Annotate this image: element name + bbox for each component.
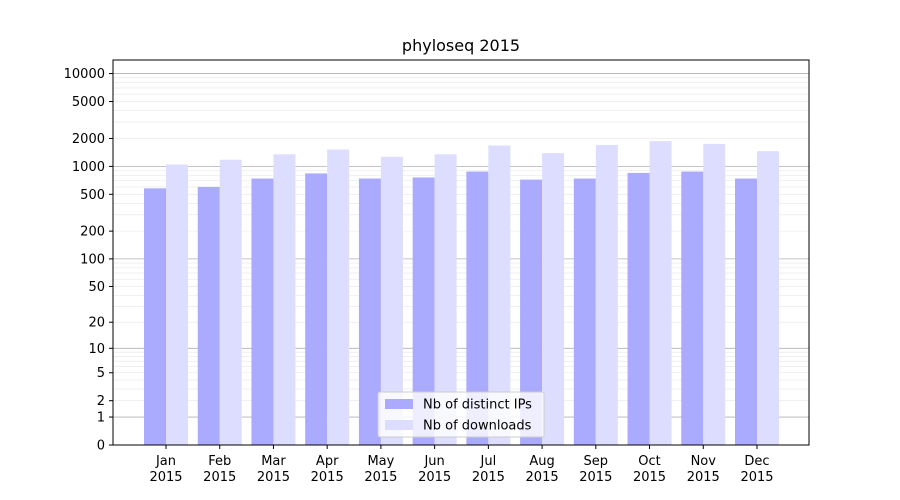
legend: Nb of distinct IPs Nb of downloads	[377, 391, 545, 438]
bar-downloads	[649, 141, 672, 445]
bars	[144, 141, 779, 446]
x-tick-label: Jul 2015	[472, 454, 505, 485]
bar-downloads	[380, 156, 403, 445]
x-tick-label: Nov 2015	[687, 454, 720, 485]
x-tick-label: Jun 2015	[418, 454, 451, 485]
bar-distinct-ips	[466, 171, 489, 445]
x-tick-label: Jan 2015	[149, 454, 182, 485]
legend-label-downloads: Nb of downloads	[423, 419, 532, 434]
bar-downloads	[757, 151, 779, 445]
bar-distinct-ips	[573, 178, 596, 445]
bar-distinct-ips	[197, 186, 220, 445]
bar-distinct-ips	[251, 178, 274, 445]
x-tick-label: Oct 2015	[633, 454, 666, 485]
x-axis: Jan 2015 Feb 2015 Mar 2015 Apr 2015 May 2015 Jun 20…	[149, 445, 774, 485]
x-tick-label: Dec 2015	[740, 454, 773, 485]
bar-distinct-ips	[144, 188, 166, 445]
bar-distinct-ips	[735, 178, 757, 445]
bar-downloads	[595, 145, 618, 445]
legend-box	[377, 391, 545, 438]
bar-distinct-ips	[681, 171, 704, 445]
y-tick-label: 20	[88, 316, 105, 331]
y-axis: 0 1 2 5 10 20 50 100 200 500 1000 2000 5000 10000	[64, 67, 113, 454]
bar-downloads	[703, 143, 726, 446]
legend-label-ips: Nb of distinct IPs	[423, 398, 532, 413]
bar-downloads	[273, 154, 296, 445]
x-tick-label: May 2015	[364, 454, 397, 485]
y-tick-label: 0	[97, 439, 105, 454]
y-tick-label: 200	[80, 225, 105, 240]
bar-distinct-ips	[358, 178, 381, 445]
y-tick-label: 5000	[72, 95, 105, 110]
y-tick-label: 100	[80, 252, 105, 267]
x-tick-label: Feb 2015	[203, 454, 236, 485]
bar-distinct-ips	[520, 179, 543, 445]
y-tick-label: 1	[97, 411, 105, 426]
x-tick-label: Sep 2015	[579, 454, 612, 485]
bar-downloads	[542, 153, 565, 445]
x-tick-label: Mar 2015	[257, 454, 290, 485]
y-tick-label: 10	[88, 342, 105, 357]
x-tick-label: Apr 2015	[311, 454, 344, 485]
bar-downloads	[434, 154, 457, 445]
bar-downloads	[219, 159, 242, 445]
y-tick-label: 2000	[72, 132, 105, 147]
plot-frame	[112, 59, 810, 446]
y-tick-label: 10000	[64, 67, 105, 82]
bar-downloads	[166, 164, 188, 445]
bar-distinct-ips	[305, 173, 328, 445]
legend-swatch-downloads	[385, 420, 413, 430]
bar-distinct-ips	[412, 177, 435, 446]
bar-downloads	[327, 149, 350, 445]
bar-downloads	[488, 145, 511, 445]
x-tick-label: Aug 2015	[526, 454, 559, 485]
y-tick-label: 5	[97, 366, 105, 381]
y-tick-label: 2	[97, 394, 105, 409]
y-tick-label: 1000	[72, 160, 105, 175]
legend-swatch-ips	[385, 399, 413, 409]
chart-title: phyloseq 2015	[402, 36, 520, 55]
y-tick-label: 500	[80, 188, 105, 203]
bar-distinct-ips	[627, 172, 650, 445]
y-tick-label: 50	[88, 280, 105, 295]
